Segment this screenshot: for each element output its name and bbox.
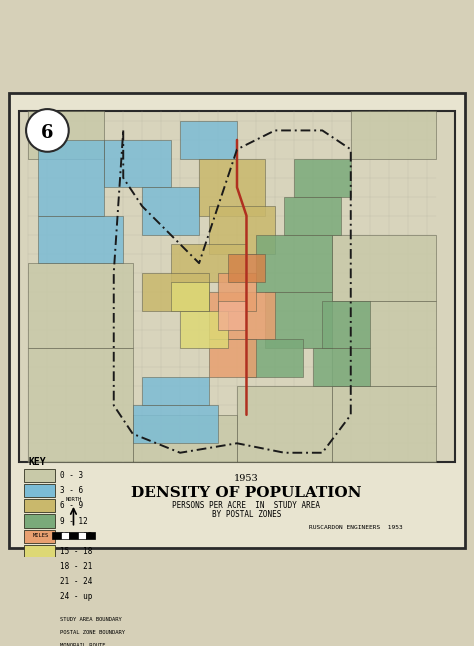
Text: 21 - 24: 21 - 24	[60, 577, 92, 586]
Text: 12 - 15: 12 - 15	[60, 532, 92, 541]
Polygon shape	[351, 112, 436, 159]
Bar	[52, 532, 61, 539]
Polygon shape	[209, 339, 256, 377]
Text: 3 - 6: 3 - 6	[60, 486, 83, 495]
Text: BY POSTAL ZONES: BY POSTAL ZONES	[212, 510, 281, 519]
FancyBboxPatch shape	[24, 560, 55, 573]
Text: 15 - 18: 15 - 18	[60, 547, 92, 556]
Polygon shape	[265, 291, 332, 348]
Text: MILES: MILES	[33, 533, 49, 538]
Text: 18 - 21: 18 - 21	[60, 562, 92, 571]
Polygon shape	[237, 386, 332, 463]
FancyBboxPatch shape	[9, 92, 465, 548]
Bar	[86, 532, 95, 539]
Polygon shape	[171, 282, 209, 311]
Polygon shape	[228, 254, 265, 282]
Polygon shape	[38, 216, 123, 263]
Polygon shape	[180, 121, 237, 159]
Polygon shape	[133, 405, 218, 443]
Polygon shape	[104, 140, 171, 187]
Polygon shape	[284, 197, 341, 234]
Text: POSTAL ZONE BOUNDARY: POSTAL ZONE BOUNDARY	[60, 630, 125, 635]
FancyBboxPatch shape	[19, 112, 455, 463]
Polygon shape	[199, 159, 265, 216]
FancyBboxPatch shape	[24, 514, 55, 528]
Text: 1953: 1953	[234, 474, 259, 483]
Circle shape	[26, 109, 69, 152]
Polygon shape	[256, 234, 332, 291]
FancyBboxPatch shape	[24, 469, 55, 482]
Polygon shape	[209, 291, 275, 339]
Polygon shape	[332, 301, 436, 386]
Polygon shape	[332, 234, 436, 301]
Text: KEY: KEY	[28, 457, 46, 466]
Text: NORTH: NORTH	[65, 497, 82, 501]
Polygon shape	[171, 244, 246, 282]
Text: 0 - 3: 0 - 3	[60, 471, 83, 480]
Polygon shape	[209, 206, 275, 254]
FancyBboxPatch shape	[24, 484, 55, 497]
Polygon shape	[133, 415, 237, 463]
Text: 6 - 9: 6 - 9	[60, 501, 83, 510]
Polygon shape	[28, 263, 133, 348]
FancyBboxPatch shape	[24, 575, 55, 589]
Text: PERSONS PER ACRE  IN  STUDY AREA: PERSONS PER ACRE IN STUDY AREA	[173, 501, 320, 510]
Text: 6: 6	[41, 124, 54, 142]
Bar	[69, 532, 78, 539]
Polygon shape	[218, 273, 256, 311]
Polygon shape	[246, 339, 303, 377]
Polygon shape	[28, 348, 133, 463]
Text: 9 - 12: 9 - 12	[60, 517, 88, 525]
FancyBboxPatch shape	[24, 499, 55, 512]
Bar	[61, 532, 69, 539]
Polygon shape	[332, 386, 436, 463]
Polygon shape	[294, 159, 351, 197]
FancyBboxPatch shape	[24, 530, 55, 543]
Text: RUSCARDON ENGINEERS  1953: RUSCARDON ENGINEERS 1953	[309, 525, 402, 530]
Text: 24 - up: 24 - up	[60, 592, 92, 601]
Polygon shape	[218, 301, 246, 329]
Text: STUDY AREA BOUNDARY: STUDY AREA BOUNDARY	[60, 617, 122, 622]
FancyBboxPatch shape	[24, 545, 55, 558]
Polygon shape	[142, 187, 199, 234]
Polygon shape	[38, 140, 104, 216]
Polygon shape	[322, 301, 370, 348]
Polygon shape	[28, 112, 104, 159]
Polygon shape	[142, 273, 209, 311]
Polygon shape	[142, 377, 209, 405]
FancyBboxPatch shape	[24, 590, 55, 603]
Text: MONORAIL ROUTE: MONORAIL ROUTE	[60, 643, 106, 646]
Text: DENSITY OF POPULATION: DENSITY OF POPULATION	[131, 486, 362, 500]
Polygon shape	[313, 348, 370, 386]
Polygon shape	[180, 311, 228, 348]
Bar	[78, 532, 86, 539]
